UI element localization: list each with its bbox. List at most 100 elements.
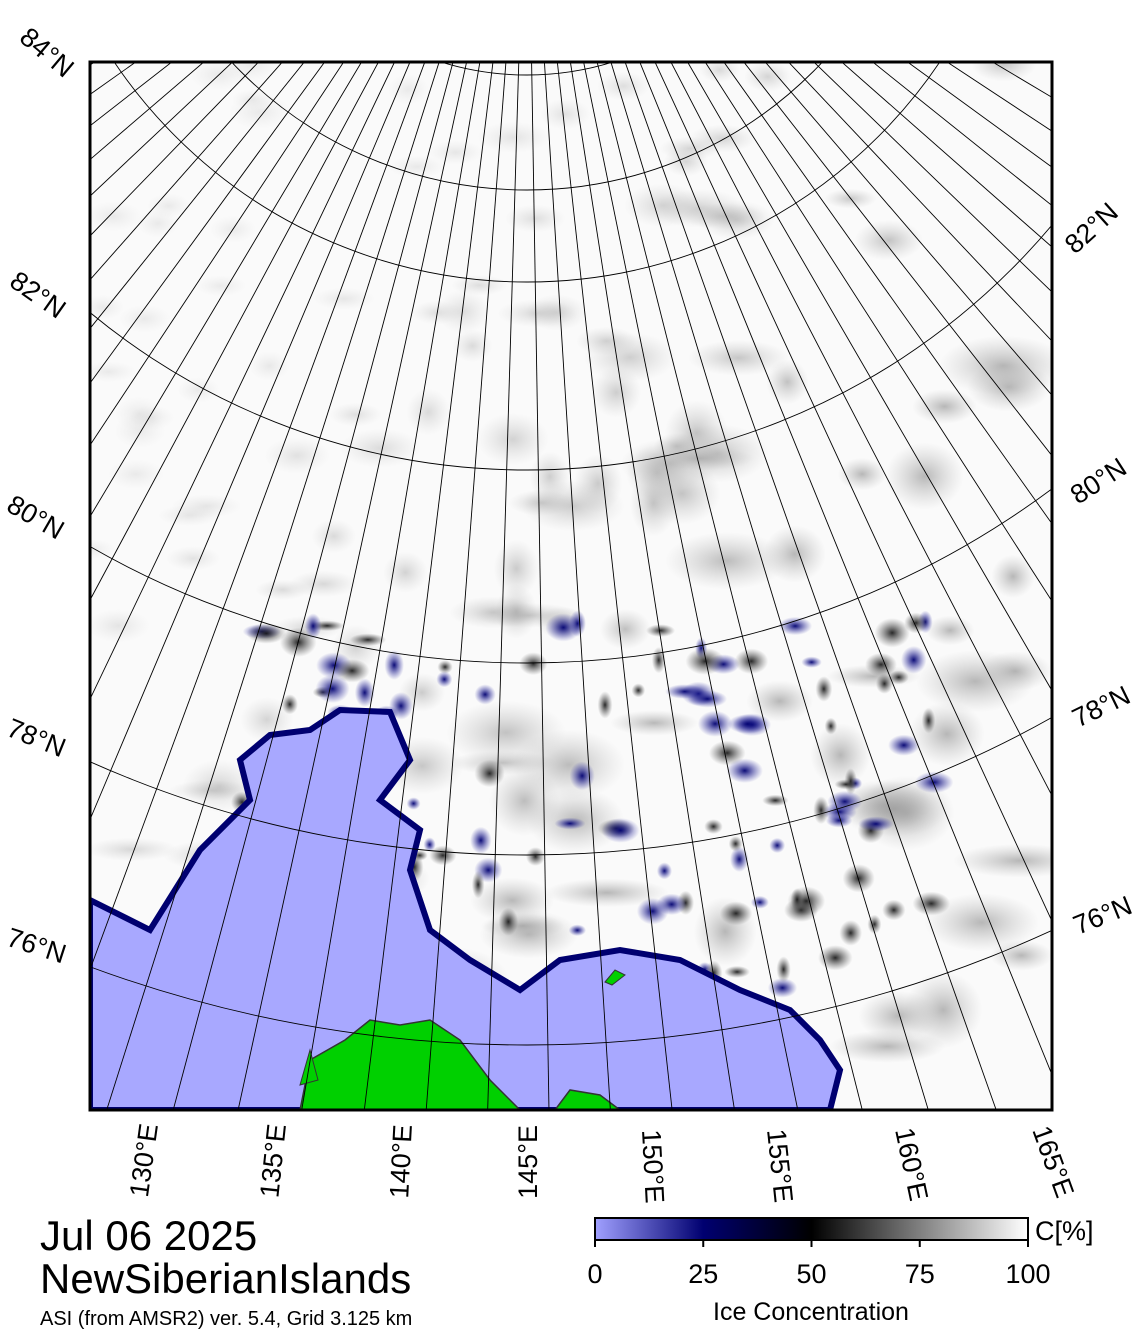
meridian bbox=[237, 62, 468, 1110]
island bbox=[299, 1019, 522, 1110]
ice-patch bbox=[704, 819, 723, 835]
lat-label: 80°N bbox=[2, 489, 69, 545]
parallel bbox=[90, 224, 1052, 471]
colorbar-scale bbox=[594, 1217, 1029, 1241]
ice-patch bbox=[423, 837, 436, 852]
ice-patch bbox=[90, 201, 143, 232]
lat-label: 76°N bbox=[3, 922, 70, 969]
meridian bbox=[90, 62, 426, 971]
ice-patch bbox=[493, 539, 540, 597]
ice-patch bbox=[685, 647, 725, 675]
ice-patch bbox=[436, 671, 453, 688]
ice-patch bbox=[971, 62, 1037, 82]
meridian bbox=[172, 62, 454, 1110]
colorbar-tick-label: 75 bbox=[905, 1259, 935, 1289]
ice-patch bbox=[882, 899, 906, 921]
ice-patch bbox=[288, 570, 359, 598]
parallel bbox=[90, 929, 1052, 1046]
ice-patch bbox=[569, 610, 586, 637]
colorbar: C[%] Ice Concentration 0 25 50 75 100 bbox=[587, 1216, 1093, 1326]
colorbar-tick-label: 100 bbox=[1005, 1259, 1050, 1289]
ice-patch bbox=[646, 624, 676, 637]
parallel bbox=[90, 487, 1052, 664]
ice-patch bbox=[311, 518, 357, 554]
meridian bbox=[90, 62, 396, 701]
ice-patch bbox=[645, 446, 754, 471]
ice-patch bbox=[539, 98, 591, 130]
ice-patch bbox=[865, 652, 897, 677]
ice-patch bbox=[495, 584, 537, 639]
ice-patch bbox=[107, 459, 165, 490]
ice-patch bbox=[834, 779, 858, 790]
ice-patch bbox=[504, 204, 566, 233]
lat-label: 78°N bbox=[1067, 680, 1134, 733]
meridian bbox=[704, 62, 1052, 603]
island bbox=[554, 1089, 622, 1110]
meridian bbox=[764, 62, 1052, 397]
lon-label: 165°E bbox=[1026, 1122, 1079, 1202]
ice-patch bbox=[411, 300, 462, 325]
lat-label: 76°N bbox=[1069, 890, 1136, 940]
island bbox=[604, 969, 626, 986]
ice-patch bbox=[387, 155, 447, 179]
ice-patch bbox=[599, 608, 651, 650]
meridian bbox=[556, 62, 673, 1110]
ice-patch bbox=[544, 878, 669, 908]
ice-patch bbox=[429, 845, 457, 866]
date: Jul 06 2025 bbox=[40, 1212, 257, 1259]
ice-patch bbox=[778, 616, 813, 636]
ice-patch bbox=[656, 862, 672, 880]
ice-patch bbox=[687, 339, 790, 376]
meridian bbox=[787, 62, 1052, 342]
ice-patch bbox=[724, 965, 750, 978]
ice-patch bbox=[569, 761, 595, 791]
meridian bbox=[90, 62, 363, 518]
ice-patch bbox=[842, 864, 875, 893]
ice-patch bbox=[939, 335, 1052, 396]
ice-patch bbox=[767, 978, 798, 998]
source: ASI (from AMSR2) ver. 5.4, Grid 3.125 km bbox=[40, 1308, 412, 1330]
ice-patch bbox=[912, 389, 977, 424]
ice-patch bbox=[750, 895, 769, 909]
ice-patch bbox=[790, 888, 804, 911]
ice-patch bbox=[136, 209, 180, 238]
lat-label: 84°N bbox=[14, 22, 79, 84]
ice-patch bbox=[762, 794, 789, 807]
ice-patch bbox=[508, 489, 575, 516]
ice-patch bbox=[610, 710, 699, 736]
ice-patch bbox=[90, 608, 150, 643]
ice-patch bbox=[157, 504, 222, 527]
ice-patch bbox=[90, 539, 116, 560]
ice-patch bbox=[596, 71, 651, 101]
ice-patch bbox=[474, 759, 505, 788]
ice-patch bbox=[813, 796, 829, 825]
ice-patch bbox=[837, 457, 887, 491]
ice-patch bbox=[952, 843, 1052, 878]
ice-patch bbox=[597, 691, 613, 719]
open-water bbox=[90, 706, 844, 1110]
meridian bbox=[687, 62, 1052, 692]
ice-patch bbox=[769, 837, 786, 854]
ice-patch bbox=[875, 673, 894, 694]
ice-patch bbox=[354, 678, 375, 708]
ice-patch bbox=[776, 956, 791, 983]
meridian bbox=[90, 62, 283, 281]
ice-patch bbox=[476, 413, 549, 466]
ice-patch bbox=[452, 329, 493, 363]
ice-patch bbox=[195, 275, 247, 297]
ice-patch bbox=[90, 361, 137, 383]
ice-patch bbox=[801, 656, 822, 668]
colorbar-tick-label: 0 bbox=[587, 1259, 602, 1289]
ice-patch bbox=[568, 924, 587, 937]
ice-patch bbox=[815, 676, 833, 702]
ice-patch bbox=[978, 651, 1052, 692]
ice-patch bbox=[763, 525, 826, 583]
ice-patch bbox=[858, 990, 939, 1041]
meridian bbox=[425, 62, 507, 1110]
ice-patch bbox=[519, 652, 548, 676]
ice-patch bbox=[924, 893, 1040, 952]
ice-patch bbox=[387, 73, 429, 106]
colorbar-title: Ice Concentration bbox=[713, 1298, 909, 1326]
ice-patch bbox=[858, 816, 894, 832]
